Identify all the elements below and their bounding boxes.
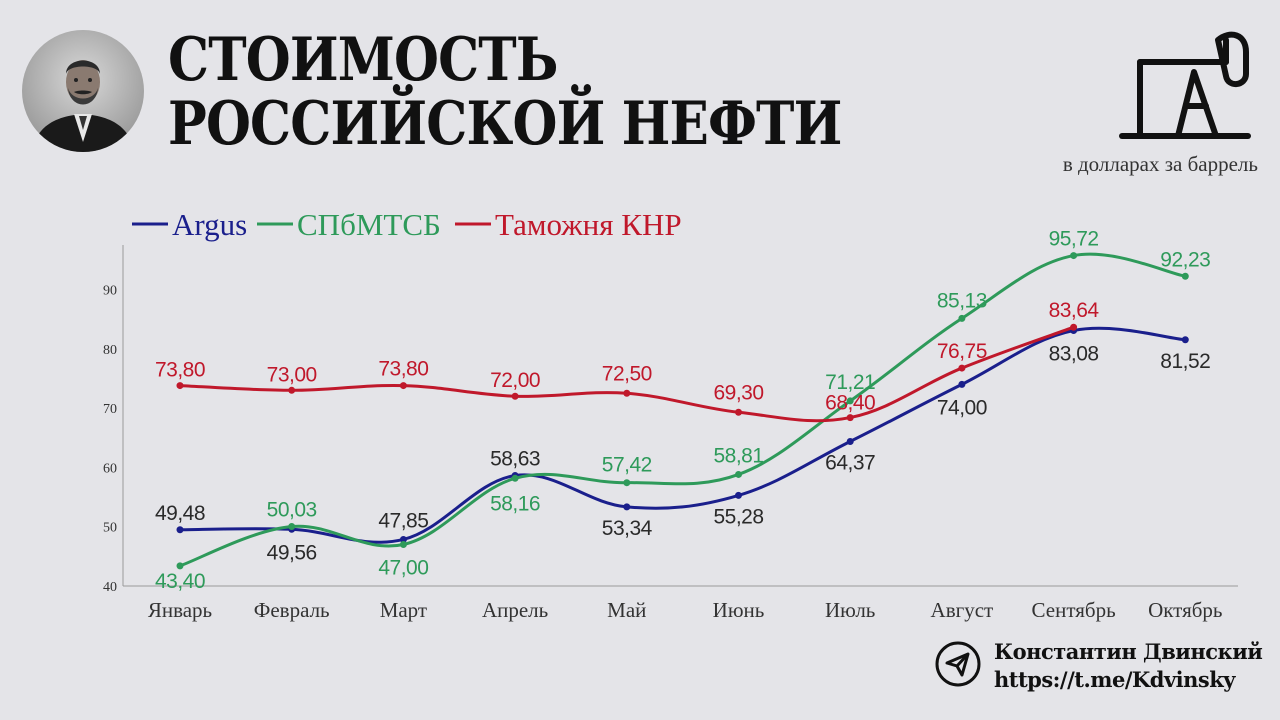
data-label: 73,00	[267, 363, 317, 386]
data-point	[1070, 252, 1078, 260]
data-point	[288, 523, 296, 531]
data-point	[846, 397, 854, 405]
data-point	[958, 380, 966, 388]
data-point	[1070, 323, 1078, 331]
data-point	[399, 535, 407, 543]
data-label: 53,34	[602, 517, 653, 540]
data-point	[623, 503, 631, 511]
oil-pump-icon	[1119, 31, 1251, 139]
data-label: 92,23	[1160, 248, 1210, 271]
data-point	[399, 382, 407, 390]
data-label: 47,00	[378, 556, 428, 579]
data-label: 83,08	[1049, 343, 1099, 366]
data-label: 49,48	[155, 502, 205, 525]
data-point	[623, 479, 631, 487]
data-label: 73,80	[378, 358, 428, 381]
data-point	[288, 386, 296, 394]
y-tick-label: 60	[103, 461, 117, 476]
data-label: 85,13	[937, 289, 987, 312]
data-label: 47,85	[378, 509, 428, 532]
data-point	[399, 540, 407, 548]
data-point	[1181, 336, 1189, 344]
x-tick-label: Июнь	[713, 598, 765, 622]
data-label: 50,03	[267, 499, 317, 522]
data-label: 71,21	[825, 371, 875, 394]
data-label: 76,75	[937, 340, 987, 363]
data-label: 58,16	[490, 492, 540, 515]
data-label: 58,63	[490, 448, 540, 471]
data-label: 49,56	[267, 541, 317, 564]
data-point	[623, 389, 631, 397]
data-point	[735, 491, 742, 499]
author-name: Константин Двинский	[994, 639, 1263, 664]
x-tick-label: Январь	[148, 598, 212, 622]
data-label: 43,40	[155, 570, 205, 593]
legend-entry: СПбМТСБ	[297, 207, 441, 242]
data-label: 58,81	[713, 444, 763, 467]
x-tick-label: Август	[931, 598, 994, 622]
x-tick-label: Апрель	[482, 598, 548, 622]
data-label: 83,64	[1049, 299, 1100, 322]
data-label: 72,00	[490, 369, 540, 392]
data-label: 95,72	[1049, 228, 1099, 251]
data-point	[958, 314, 966, 322]
data-point	[846, 414, 854, 422]
x-tick-label: Февраль	[254, 598, 330, 622]
data-label: 72,50	[602, 362, 652, 385]
data-point	[846, 437, 854, 445]
data-point	[958, 364, 966, 372]
page-title: СТОИМОСТЬ РОССИЙСКОЙ НЕФТИ	[168, 28, 842, 156]
data-label: 64,37	[825, 451, 875, 474]
x-tick-label: Сентябрь	[1032, 598, 1116, 622]
data-label: 74,00	[937, 396, 987, 419]
y-tick-label: 80	[103, 343, 117, 358]
title-line-2: РОССИЙСКОЙ НЕФТИ	[168, 89, 842, 159]
x-tick-label: Май	[607, 598, 646, 622]
data-point	[1181, 272, 1189, 280]
y-tick-label: 40	[103, 580, 117, 595]
y-tick-label: 70	[103, 402, 117, 417]
y-tick-label: 90	[103, 284, 117, 299]
series-line	[178, 326, 1187, 544]
data-label: 73,80	[155, 359, 205, 382]
data-point	[735, 470, 742, 478]
x-tick-label: Июль	[825, 598, 875, 622]
x-tick-label: Октябрь	[1148, 598, 1222, 622]
author-link[interactable]: https://t.me/Kdvinsky	[994, 667, 1236, 692]
data-label: 57,42	[602, 454, 652, 477]
data-point	[511, 392, 519, 400]
series-line	[178, 252, 1187, 568]
data-point	[511, 474, 519, 482]
legend-entry: Таможня КНР	[495, 207, 682, 242]
data-label: 68,40	[825, 392, 875, 415]
data-point	[176, 562, 184, 570]
unit-label: в долларах за баррель	[1062, 152, 1258, 176]
data-point	[735, 408, 742, 416]
telegram-icon[interactable]	[934, 640, 982, 688]
title-line-1: СТОИМОСТЬ	[168, 25, 558, 95]
x-tick-label: Март	[380, 598, 427, 622]
data-point	[176, 526, 184, 534]
data-label: 69,30	[713, 381, 763, 404]
data-label: 81,52	[1160, 350, 1210, 373]
data-point	[176, 382, 184, 390]
legend-entry: Argus	[172, 207, 247, 242]
portrait-photo	[22, 30, 144, 152]
data-label: 55,28	[713, 505, 763, 528]
y-tick-label: 50	[103, 521, 117, 536]
